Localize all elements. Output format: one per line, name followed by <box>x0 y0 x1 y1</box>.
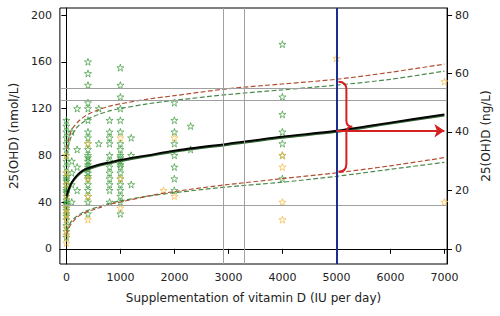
svg-text:2000: 2000 <box>160 271 188 284</box>
svg-text:25(OH)D (ng/L): 25(OH)D (ng/L) <box>479 90 493 181</box>
svg-text:Supplementation of vitamin D (: Supplementation of vitamin D (IU per day… <box>126 291 381 305</box>
svg-text:7000: 7000 <box>430 271 458 284</box>
svg-text:40: 40 <box>38 196 52 209</box>
svg-text:25(OHD) (nmol/L): 25(OHD) (nmol/L) <box>7 83 21 189</box>
svg-text:3000: 3000 <box>214 271 242 284</box>
svg-text:40: 40 <box>455 125 469 138</box>
svg-text:120: 120 <box>31 102 52 115</box>
svg-text:4000: 4000 <box>268 271 296 284</box>
svg-text:1000: 1000 <box>106 271 134 284</box>
svg-text:0: 0 <box>63 271 70 284</box>
svg-text:0: 0 <box>45 242 52 255</box>
svg-text:160: 160 <box>31 55 52 68</box>
svg-text:6000: 6000 <box>376 271 404 284</box>
svg-text:20: 20 <box>455 184 469 197</box>
svg-text:200: 200 <box>31 9 52 22</box>
svg-text:5000: 5000 <box>322 271 350 284</box>
svg-text:0: 0 <box>455 242 462 255</box>
svg-text:80: 80 <box>455 9 469 22</box>
svg-text:60: 60 <box>455 67 469 80</box>
svg-text:80: 80 <box>38 149 52 162</box>
